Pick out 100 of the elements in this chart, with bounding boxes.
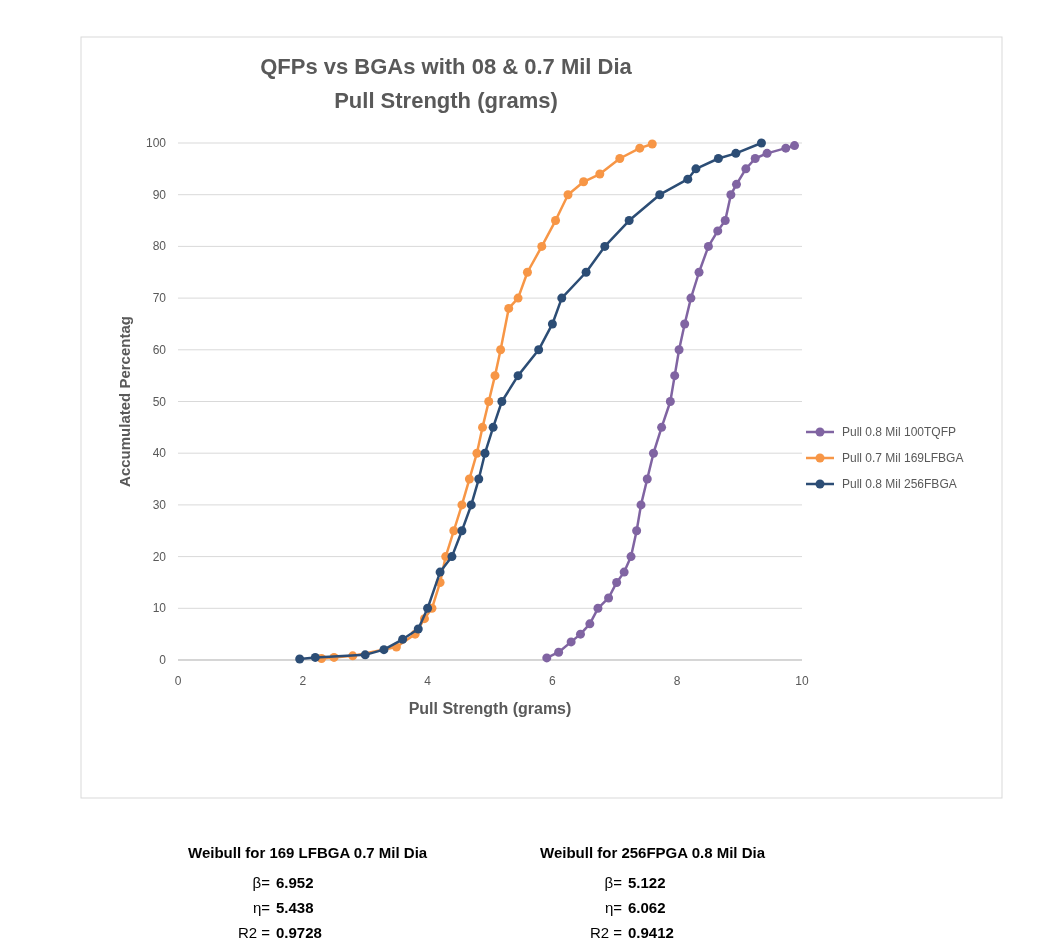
y-tick-label: 80 [152,239,167,254]
point [447,552,457,562]
point [472,448,482,458]
point [595,169,605,179]
point [457,526,467,536]
legend-label: Pull 0.8 Mil 100TQFP [842,425,957,439]
point [632,526,642,536]
point [670,371,680,381]
point [647,139,657,149]
point [648,448,658,458]
text: R2 = [237,924,271,939]
x-tick-label: 0 [174,674,182,688]
point [626,552,636,562]
y-tick-label: 60 [152,342,167,357]
y-tick-label: 0 [159,653,167,667]
point [466,500,476,510]
y-tick-label: 40 [152,446,167,461]
point [484,397,494,406]
point [488,422,498,432]
point [691,164,701,174]
legend-label: Pull 0.7 Mil 169LFBGA [842,451,964,465]
point [547,319,557,329]
point [310,652,320,662]
text: η= [252,899,271,916]
point [537,241,547,251]
point [593,603,603,613]
point [554,647,564,657]
point [496,345,506,355]
point [575,629,585,639]
point [655,190,665,200]
x-tick-label: 10 [795,674,809,688]
point [413,624,423,634]
chart-title: QFPs vs BGAs with 08 & 0.7 Mil Dia [260,54,633,79]
point [731,148,741,158]
text: β= [604,874,623,891]
point [750,154,760,164]
point [457,500,467,510]
point [713,154,723,164]
point [683,174,693,184]
point [295,654,305,664]
point [624,216,634,226]
text: 6.062 [628,899,666,916]
y-tick-label: 90 [152,187,167,202]
x-tick-label: 4 [424,674,432,688]
point [542,653,552,663]
point [680,319,690,329]
point [566,637,576,647]
text: 0.9728 [276,924,322,939]
chart-subtitle: Pull Strength (grams) [334,88,558,113]
point [360,650,370,660]
point [731,179,741,189]
point [379,645,389,655]
point [513,371,523,381]
point [781,143,791,153]
x-axis-title: Pull Strength (grams) [408,700,572,717]
x-tick-label: 2 [299,674,307,688]
point [497,397,507,406]
point [478,422,488,432]
point [551,216,561,226]
point [726,190,736,200]
point [619,567,629,577]
point [423,603,433,613]
point [635,143,645,153]
point [604,593,614,603]
point [657,422,667,432]
text: β= [252,874,271,891]
point [449,526,459,536]
point [694,267,704,277]
point [615,154,625,164]
text: Weibull for 169 LFBGA 0.7 Mil Dia [188,844,428,861]
point [612,577,622,587]
point [790,141,800,151]
x-tick-label: 6 [549,674,557,688]
point [720,216,730,226]
y-tick-label: 100 [145,136,167,150]
y-axis-title: Accumulated Percentag [116,316,133,487]
point [563,190,573,200]
point [600,241,610,251]
point [741,164,751,174]
point [756,138,766,148]
point [581,267,591,277]
point [762,148,772,158]
point [665,397,675,406]
text: 5.122 [628,874,666,891]
y-tick-label: 50 [152,394,167,409]
text: η= [604,899,623,916]
point [686,293,696,303]
point [703,241,713,251]
point [504,303,514,313]
y-tick-label: 30 [152,497,167,512]
point [579,177,589,187]
text: 6.952 [276,874,314,891]
point [398,634,408,644]
x-tick-label: 8 [673,674,681,688]
point [513,293,523,303]
point [713,226,723,236]
y-tick-label: 20 [152,549,167,564]
text: 0.9412 [628,924,674,939]
point [480,448,490,458]
point [636,500,646,510]
